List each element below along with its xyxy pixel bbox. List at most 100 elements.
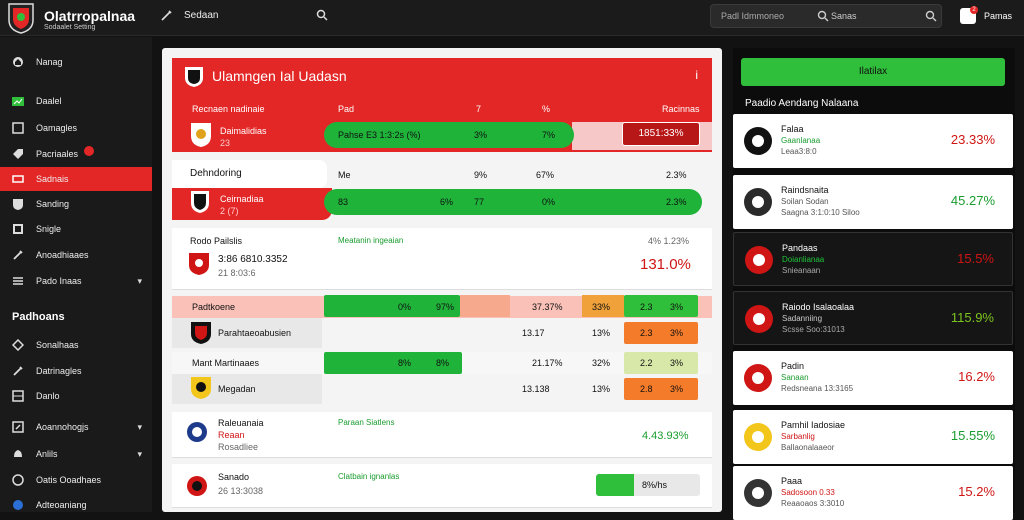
ranking-card[interactable]: Falaa Gaanlanaa Leaa3:8:0 23.33%	[733, 114, 1013, 168]
ranking-meta: Snieanaan	[782, 266, 821, 275]
sidebar-item-label: Danlo	[36, 391, 60, 401]
odds-value[interactable]: 1851:33%	[622, 122, 700, 146]
sidebar-item-pado-inaas[interactable]: Pado Inaas ▾	[0, 269, 152, 293]
bet-slider[interactable]: 8%/hs	[596, 474, 700, 496]
table-cell: 13%	[592, 328, 611, 338]
ranking-card[interactable]: Pandaas Doianlianaa Snieanaan 15.5%	[733, 232, 1013, 286]
sidebar-item-label: Anlils	[36, 449, 58, 459]
ranking-card[interactable]: Raindsnaita Soilan Sodan Saagna 3:1:0:10 S…	[733, 175, 1013, 229]
ranking-percent: 15.55%	[950, 428, 995, 443]
sidebar-item-nanag[interactable]: Nanag	[0, 50, 152, 74]
chevron-down-icon[interactable]: ▾	[137, 449, 142, 459]
search-icon	[817, 10, 829, 22]
team-crest-icon	[744, 188, 772, 216]
table-header: Padtkoene	[192, 302, 236, 312]
stat-bar-value: 77	[474, 197, 485, 207]
ranking-card[interactable]: Padin Sanaan Redsneana 13:3165 16.2%	[733, 351, 1013, 405]
match-card[interactable]: Raleuanaia Reaan Rosadliee Paraan Siatle…	[172, 412, 712, 458]
stat-bar-value: 97%	[436, 302, 455, 312]
team-crest-icon	[187, 422, 207, 442]
more-menu-icon[interactable]: i	[695, 68, 698, 82]
stat-bar[interactable]	[324, 352, 462, 374]
top-bar: Olatrropalnaa Sodaalet Setting Sedaan Pa…	[0, 0, 1024, 36]
user-menu-button[interactable]: 2 Pamas	[958, 6, 1020, 28]
row-label: Dehndoring	[190, 168, 242, 179]
table-cell: 13.17	[522, 328, 545, 338]
topnav-label[interactable]: Sedaan	[184, 10, 219, 21]
table-cell: 13%	[592, 384, 611, 394]
chevron-down-icon[interactable]: ▾	[137, 276, 142, 286]
odds-button[interactable]	[624, 295, 698, 317]
sidebar-item-snigle[interactable]: Snigle	[0, 217, 152, 241]
sidebar-item-adteoaniang[interactable]: Adteoaniang	[0, 493, 152, 517]
sidebar-item-label: Snigle	[36, 224, 62, 234]
match-card[interactable]: Rodo Pailslis Meatanin ingeaian 3:86 681…	[172, 228, 712, 290]
sidebar-item-anlils[interactable]: Anlils ▾	[0, 442, 152, 466]
sidebar-item-oamagles[interactable]: Oamagles	[0, 116, 152, 140]
sidebar-item-daalel[interactable]: Daalel	[0, 89, 152, 113]
sidebar-item-label: Sonalhaas	[36, 340, 79, 350]
sidebar: Nanag Daalel Oamagles Pacriaales Sadnais…	[0, 37, 152, 512]
sidebar-item-label: Pacriaales	[36, 149, 79, 159]
ranking-percent: 23.33%	[950, 132, 995, 147]
right-panel: Ilatilax Paadio Aendang Nalaana Falaa Gaa…	[733, 48, 1015, 520]
search-icon[interactable]	[316, 9, 328, 21]
sidebar-item-oatis-ooadhaes[interactable]: Oatis Ooadhaes	[0, 468, 152, 492]
stat-bar-label: Pahse E3 1:3:2s (%)	[338, 130, 421, 140]
team-crest-icon	[189, 253, 209, 275]
ticket-icon	[12, 175, 24, 183]
team-name: Megadan	[218, 384, 256, 394]
pencil-icon[interactable]	[160, 8, 174, 22]
team-crest-icon	[744, 479, 772, 507]
sidebar-item-danlo[interactable]: Danlo	[0, 384, 152, 408]
odds-button[interactable]	[624, 322, 698, 344]
table-cell: 32%	[592, 358, 611, 368]
table-cell: 33%	[592, 302, 611, 312]
sidebar-item-sanding[interactable]: Sanding	[0, 192, 152, 216]
ranking-sub: Sadosoon 0.33	[781, 488, 835, 497]
search-input[interactable]: Padl Idmmoneo Sanas	[710, 4, 942, 28]
team-crest-icon	[191, 123, 211, 147]
odds-button[interactable]	[624, 378, 698, 400]
odds-button[interactable]	[624, 352, 698, 374]
card-green-label: Meatanin ingeaian	[338, 236, 404, 245]
ranking-card[interactable]: Raiodo Isalaoalaa Sadanniing Scsse Soo:310…	[733, 291, 1013, 345]
table-cell: 37.37%	[532, 302, 563, 312]
app-title: Olatrropalnaa	[44, 8, 136, 24]
ranking-sub: Sarbanlig	[781, 432, 815, 441]
team-crest-icon	[745, 305, 773, 333]
match-card[interactable]: Sanado 26 13:3038 Clatbain ignanlas 8%/h…	[172, 464, 712, 508]
stat-bar[interactable]	[324, 122, 574, 148]
user-label: Pamas	[984, 11, 1013, 21]
tag-icon	[13, 149, 23, 159]
cta-button[interactable]: Ilatilax	[741, 58, 1005, 86]
hero-title: Ulamngen Ial Uadasn	[212, 68, 347, 84]
column-header: Recnaen nadinaie	[192, 104, 265, 114]
table-cell: 3%	[670, 328, 684, 338]
sidebar-item-anoadhiaaes[interactable]: Anoadhiaaes	[0, 243, 152, 267]
chevron-down-icon[interactable]: ▾	[137, 422, 142, 432]
sidebar-item-datrinagles[interactable]: Datrinagles	[0, 359, 152, 383]
sidebar-item-sadnais[interactable]: Sadnais	[0, 167, 152, 191]
search-submit-icon[interactable]	[925, 10, 937, 22]
club-crest-logo[interactable]	[6, 2, 36, 34]
sidebar-item-sonalhaas[interactable]: Sonalhaas	[0, 333, 152, 357]
notification-dot	[84, 146, 94, 156]
stat-bar-value: 3%	[474, 130, 488, 140]
sidebar-item-pacriaales[interactable]: Pacriaales	[0, 142, 152, 166]
team-name: Ceirnadiaa	[220, 194, 264, 204]
ranking-card[interactable]: Pamhil Iadosiae Sarbanlig Ballaonalaaeor 15…	[733, 410, 1013, 464]
odds-cell[interactable]	[582, 295, 624, 317]
ranking-card[interactable]: Paaa Sadosoon 0.33 Reaaoaos 3:3010 15.2%	[733, 466, 1013, 520]
stat-bar[interactable]	[324, 189, 702, 215]
ranking-percent: 45.27%	[950, 193, 995, 208]
ranking-percent: 15.5%	[957, 251, 994, 266]
export-icon	[12, 421, 24, 433]
card-sub: 21 8:03:6	[218, 268, 256, 278]
list-icon	[13, 277, 23, 285]
sidebar-item-aoannohogjs[interactable]: Aoannohogjs ▾	[0, 415, 152, 439]
grid-icon	[13, 224, 23, 234]
stat-bar[interactable]	[324, 295, 460, 317]
ranking-name: Paaa	[781, 476, 803, 486]
table-header: Mant Martinaaes	[192, 358, 260, 368]
